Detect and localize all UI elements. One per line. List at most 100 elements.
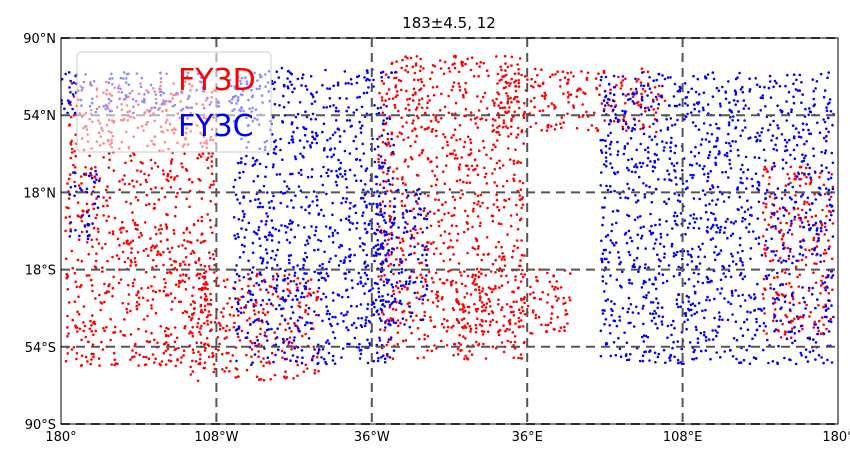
data-point xyxy=(90,284,94,287)
data-point xyxy=(407,103,410,107)
data-point xyxy=(513,72,517,76)
data-point xyxy=(672,319,675,323)
data-point xyxy=(90,358,93,361)
data-point xyxy=(256,205,260,209)
data-point xyxy=(68,86,71,89)
data-point xyxy=(608,147,611,150)
data-point xyxy=(727,176,730,179)
data-point xyxy=(798,165,802,169)
data-point xyxy=(396,286,400,290)
data-point xyxy=(729,221,733,224)
data-point xyxy=(141,296,145,300)
data-point xyxy=(562,296,566,300)
data-point xyxy=(191,334,195,338)
data-point xyxy=(639,127,642,131)
data-point xyxy=(503,258,506,261)
data-point xyxy=(674,144,678,148)
data-point xyxy=(326,309,330,313)
data-point xyxy=(277,229,281,232)
data-point xyxy=(401,212,405,215)
data-point xyxy=(311,135,314,138)
data-point xyxy=(236,300,240,304)
data-point xyxy=(646,335,650,339)
data-point xyxy=(242,196,245,199)
data-point xyxy=(69,79,72,83)
data-point xyxy=(420,280,423,284)
data-point xyxy=(442,72,446,76)
data-point xyxy=(704,204,708,207)
data-point xyxy=(316,198,319,202)
data-point xyxy=(503,54,507,58)
data-point xyxy=(322,165,325,169)
data-point xyxy=(72,95,76,98)
data-point xyxy=(324,341,328,344)
data-point xyxy=(212,180,216,183)
data-point xyxy=(285,185,289,188)
data-point xyxy=(794,200,797,204)
data-point xyxy=(773,211,776,215)
data-point xyxy=(209,218,212,222)
data-point xyxy=(819,332,823,336)
data-point xyxy=(377,295,381,299)
data-point xyxy=(550,102,554,105)
data-point xyxy=(73,184,77,188)
data-point xyxy=(615,221,618,225)
data-point xyxy=(627,98,630,101)
data-point xyxy=(533,105,536,109)
data-point xyxy=(827,130,830,134)
data-point xyxy=(398,279,402,283)
data-point xyxy=(342,320,345,323)
data-point xyxy=(271,293,275,296)
data-point xyxy=(129,154,132,158)
data-point xyxy=(595,126,598,130)
data-point xyxy=(612,74,616,78)
data-point xyxy=(481,320,484,323)
data-point xyxy=(799,216,802,220)
data-point xyxy=(150,331,153,335)
data-point xyxy=(218,327,222,331)
data-point xyxy=(479,117,482,121)
data-point xyxy=(303,226,306,229)
data-point xyxy=(67,177,71,181)
data-point xyxy=(126,311,129,314)
data-point xyxy=(608,332,612,335)
data-point xyxy=(631,311,635,314)
data-point xyxy=(113,358,117,362)
data-point xyxy=(249,339,252,343)
data-point xyxy=(494,145,497,149)
data-point xyxy=(265,288,268,292)
data-point xyxy=(282,341,285,344)
data-point xyxy=(196,379,200,383)
data-point xyxy=(462,305,465,309)
data-point xyxy=(337,128,341,131)
data-point xyxy=(234,281,237,284)
data-point xyxy=(661,281,665,285)
data-point xyxy=(313,100,317,103)
data-point xyxy=(783,189,787,192)
data-point xyxy=(210,172,214,176)
data-point xyxy=(800,221,804,224)
data-point xyxy=(132,185,136,188)
data-point xyxy=(377,275,380,278)
data-point xyxy=(492,288,495,291)
data-point xyxy=(466,164,469,167)
data-point xyxy=(272,163,275,166)
data-point xyxy=(386,293,390,296)
data-point xyxy=(771,296,775,300)
data-point xyxy=(763,165,767,169)
data-point xyxy=(764,254,767,258)
data-point xyxy=(262,357,265,360)
data-point xyxy=(814,198,818,201)
data-point xyxy=(74,324,77,328)
data-point xyxy=(522,297,526,301)
data-point xyxy=(333,229,337,232)
data-point xyxy=(415,296,418,300)
data-point xyxy=(206,282,209,286)
data-point xyxy=(172,229,176,232)
data-point xyxy=(296,77,300,81)
data-point xyxy=(655,118,659,122)
data-point xyxy=(729,115,732,119)
data-point xyxy=(320,276,324,280)
data-point xyxy=(210,160,214,163)
data-point xyxy=(237,218,241,221)
